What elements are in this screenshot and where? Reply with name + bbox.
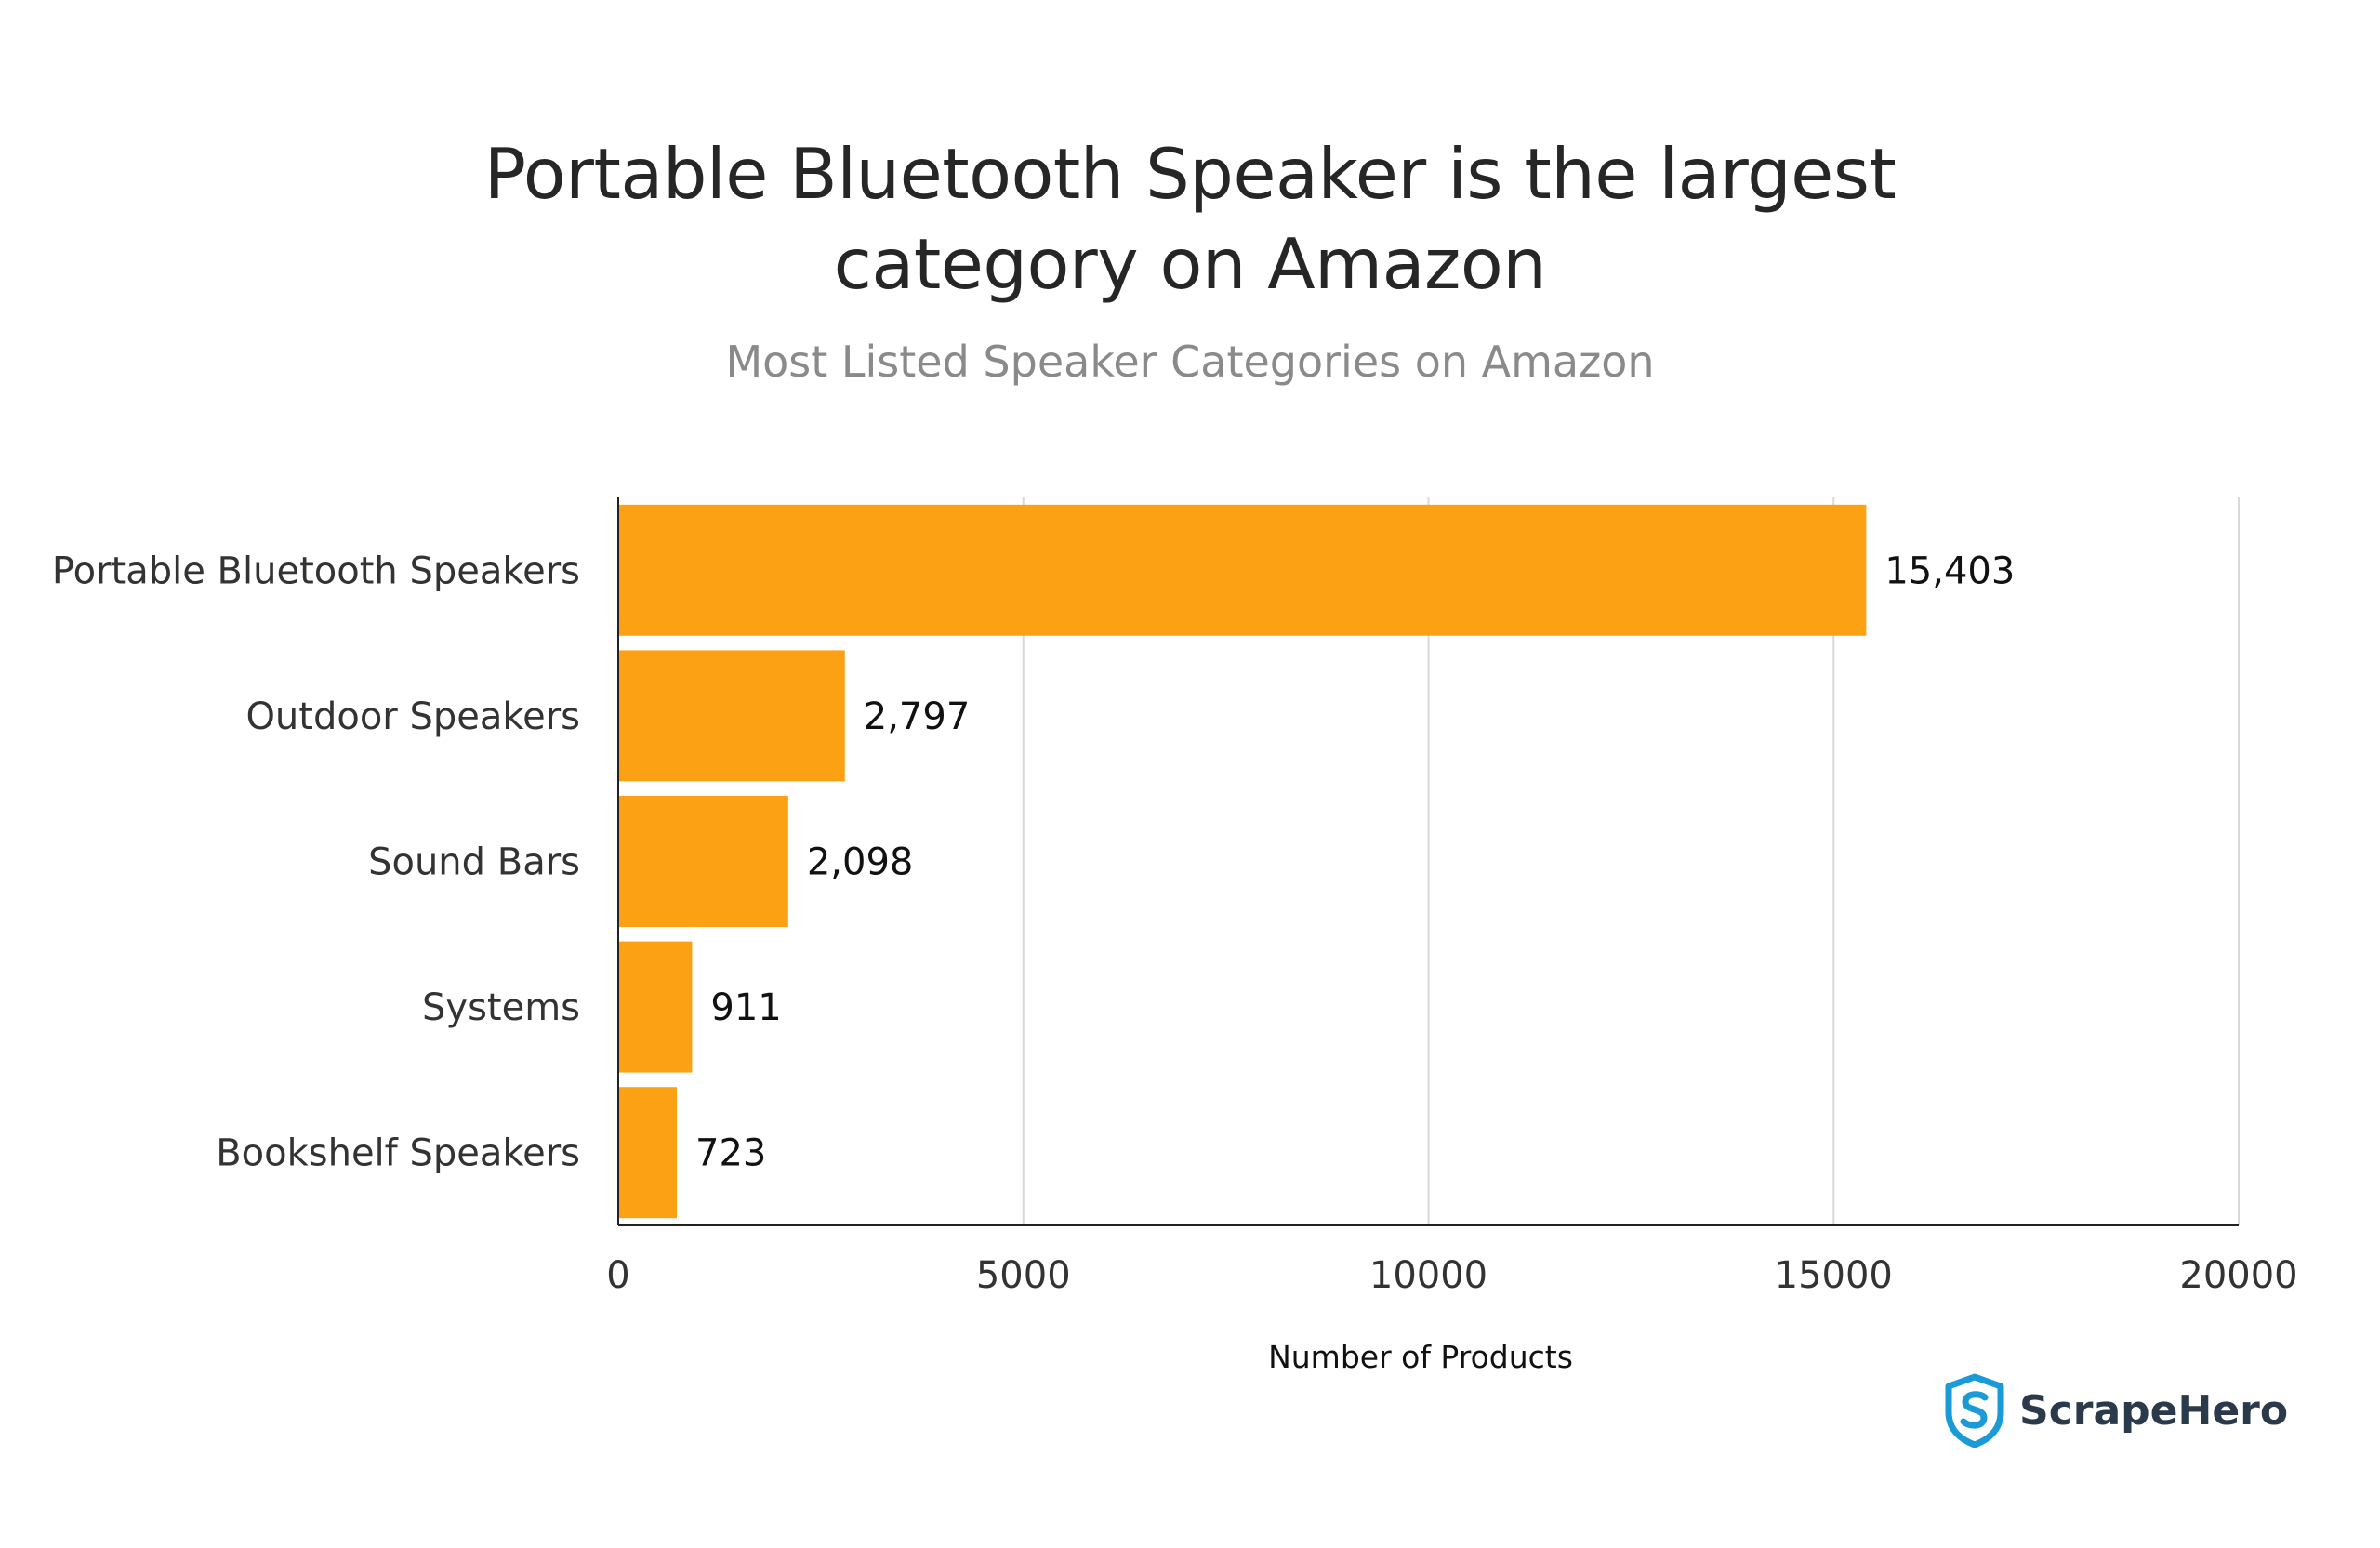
bar (618, 796, 788, 927)
bar (618, 1087, 678, 1219)
brand-name: ScrapeHero (2019, 1386, 2289, 1435)
value-label: 911 (710, 986, 781, 1029)
value-label: 2,098 (807, 841, 914, 884)
value-label: 723 (695, 1132, 766, 1175)
value-label: 2,797 (864, 695, 971, 738)
shield-s-logo-icon (1945, 1373, 2004, 1448)
chart-title-line-2: category on Amazon (833, 223, 1547, 305)
x-tick-label: 5000 (976, 1254, 1071, 1297)
chart-title-line-1: Portable Bluetooth Speaker is the larges… (483, 133, 1897, 215)
bar (618, 941, 693, 1073)
x-tick-label: 15000 (1775, 1254, 1893, 1297)
bar (618, 504, 1867, 636)
x-tick-label: 20000 (2179, 1254, 2297, 1297)
chart-subtitle: Most Listed Speaker Categories on Amazon (725, 337, 1655, 387)
category-label: Bookshelf Speakers (216, 1132, 580, 1175)
category-label: Outdoor Speakers (245, 695, 580, 738)
x-tick-label: 0 (606, 1254, 629, 1297)
bar (618, 650, 845, 782)
category-label: Sound Bars (368, 841, 580, 884)
brand: ScrapeHero (1943, 1373, 2288, 1448)
x-axis-label: Number of Products (1268, 1339, 1573, 1375)
value-label: 15,403 (1884, 549, 2015, 592)
category-label: Portable Bluetooth Speakers (52, 549, 580, 592)
x-tick-label: 10000 (1369, 1254, 1488, 1297)
category-label: Systems (422, 986, 580, 1029)
